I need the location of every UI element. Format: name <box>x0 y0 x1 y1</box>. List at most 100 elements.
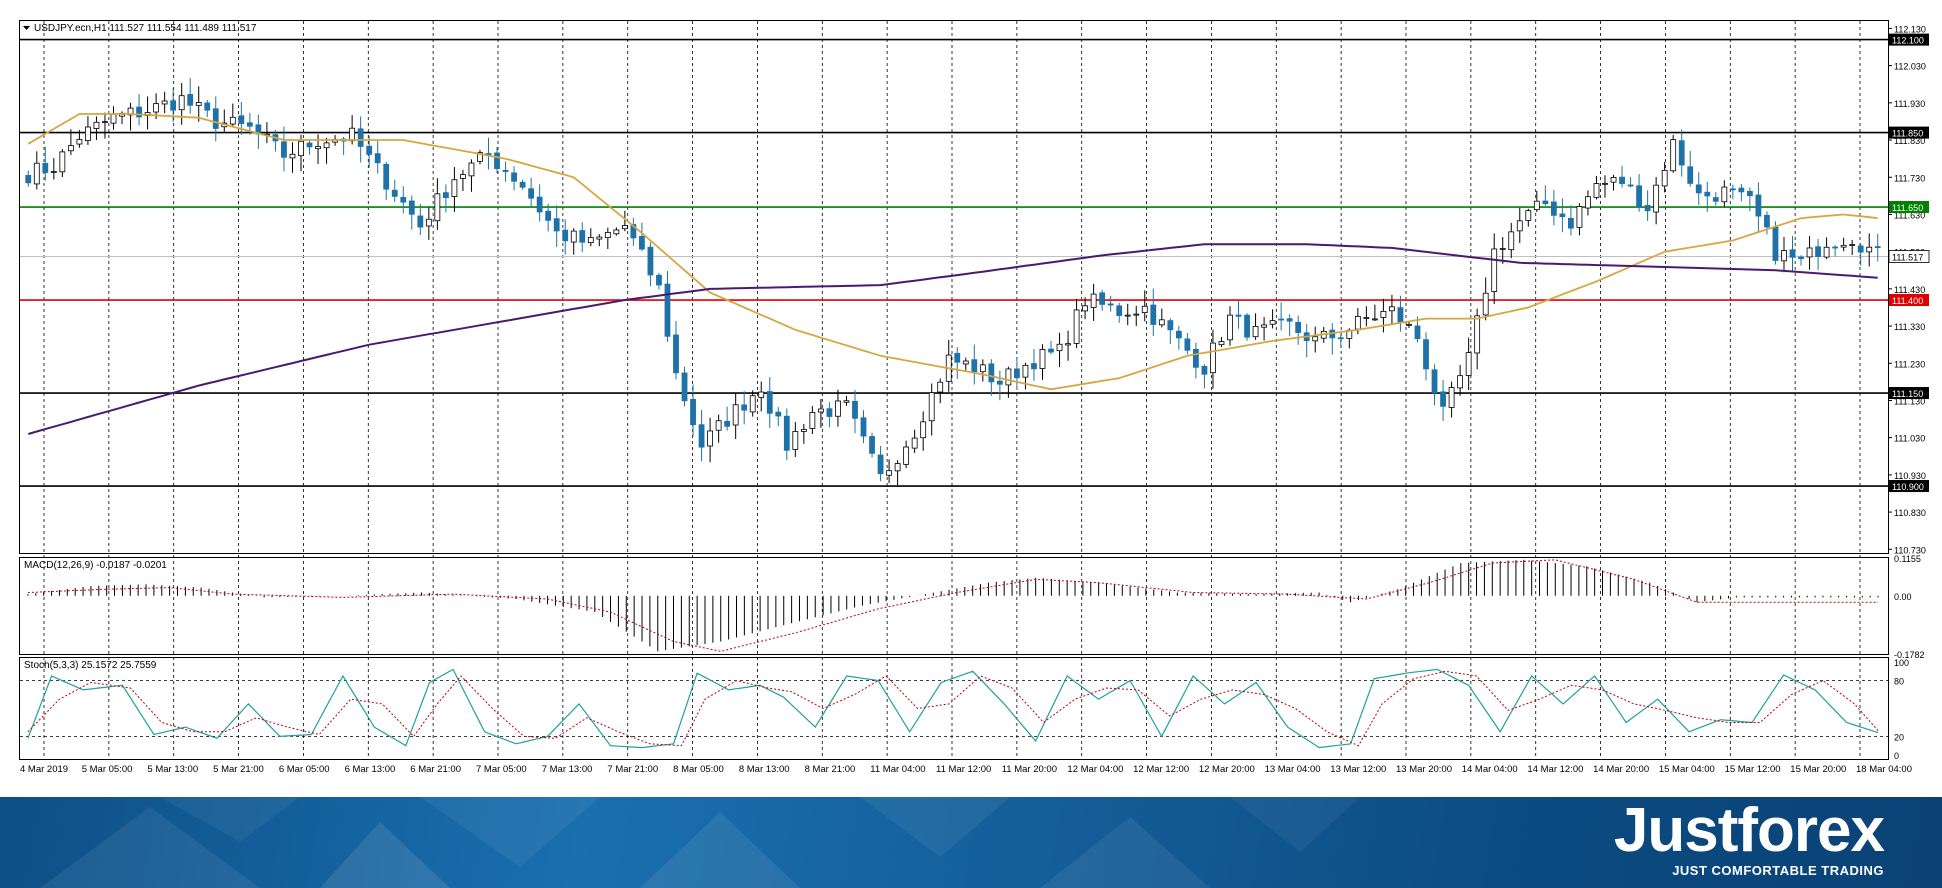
candle <box>136 93 142 126</box>
horizontal-levels <box>20 38 1888 487</box>
candle <box>783 408 790 461</box>
candle <box>1695 172 1702 205</box>
candle <box>1107 295 1114 312</box>
candle <box>877 446 884 482</box>
price-tick-label: 111.330 <box>1894 322 1925 332</box>
time-tick-label: 12 Mar 20:00 <box>1199 764 1255 775</box>
candle <box>1269 309 1276 329</box>
candle <box>1602 175 1608 198</box>
candle <box>477 149 483 165</box>
stochastic-panel <box>20 668 1888 749</box>
price-tick-label: 110.830 <box>1894 508 1926 518</box>
candle <box>1133 305 1140 327</box>
level-price-tag <box>1889 294 1929 307</box>
candle <box>434 178 441 231</box>
candle <box>281 126 287 172</box>
time-tick-label: 7 Mar 13:00 <box>542 764 593 775</box>
time-tick-label: 6 Mar 13:00 <box>345 764 396 775</box>
stoch-signal-line <box>27 670 1879 747</box>
stoch-tick-label: 20 <box>1894 732 1904 742</box>
candle <box>1798 255 1804 266</box>
candle <box>85 116 91 145</box>
candle <box>1729 184 1736 200</box>
candle <box>1099 289 1106 311</box>
candle <box>229 103 236 128</box>
candle <box>886 459 892 484</box>
candle <box>1363 306 1370 327</box>
time-tick-label: 13 Mar 12:00 <box>1330 764 1386 775</box>
candle <box>1065 330 1071 361</box>
candle <box>67 129 74 155</box>
candle <box>1764 211 1770 235</box>
candle <box>1048 340 1054 355</box>
candle <box>1389 294 1395 326</box>
candle <box>758 381 765 412</box>
candle <box>1670 134 1677 173</box>
candle <box>1218 337 1225 348</box>
candle <box>408 195 415 230</box>
candle <box>1482 277 1489 321</box>
candle <box>161 91 168 114</box>
time-tick-label: 11 Mar 12:00 <box>936 764 991 775</box>
candle <box>869 432 875 458</box>
brand-logo: Justforex JUST COMFORTABLE TRADING <box>1613 797 1885 878</box>
candle <box>425 207 432 240</box>
candle <box>741 391 748 425</box>
macd-panel <box>27 559 1879 652</box>
price-tick-label: 111.830 <box>1894 136 1925 146</box>
candle <box>76 130 83 148</box>
candle <box>639 222 645 252</box>
candle <box>1031 349 1037 381</box>
price-tick-label: 111.230 <box>1894 359 1925 369</box>
candle <box>979 359 986 382</box>
moving-averages <box>27 113 1878 435</box>
time-tick-label: 18 Mar 04:00 <box>1856 764 1912 775</box>
time-tick-label: 5 Mar 05:00 <box>82 764 133 775</box>
candle <box>621 210 628 232</box>
candle <box>1644 190 1651 221</box>
time-tick-label: 15 Mar 12:00 <box>1725 764 1781 775</box>
candle <box>792 421 799 457</box>
time-axis: 4 Mar 2019 5 Mar 05:00 5 Mar 13:00 5 Mar 21… <box>20 764 1912 775</box>
candle <box>835 389 841 427</box>
candle <box>400 186 407 214</box>
candle <box>1746 187 1753 212</box>
candle <box>417 203 424 235</box>
candle <box>1661 162 1668 193</box>
candle <box>519 179 526 190</box>
candle <box>1022 362 1029 390</box>
current-price-label: 111.517 <box>1892 252 1923 262</box>
time-grid <box>43 21 1861 759</box>
candle <box>809 406 816 435</box>
candle <box>579 222 586 253</box>
candle <box>1423 332 1429 381</box>
candle <box>928 383 935 436</box>
candle <box>1559 198 1566 233</box>
candle <box>1593 175 1600 200</box>
time-tick-label: 14 Mar 04:00 <box>1462 764 1518 775</box>
candle <box>613 227 620 236</box>
time-tick-label: 14 Mar 20:00 <box>1593 764 1649 775</box>
candle <box>724 406 731 431</box>
level-price-label: 112.100 <box>1892 36 1924 46</box>
candle <box>1627 177 1634 188</box>
level-price-tag <box>1889 480 1929 493</box>
level-price-label: 111.650 <box>1892 203 1923 213</box>
candle <box>1090 283 1097 321</box>
time-tick-label: 11 Mar 20:00 <box>1002 764 1057 775</box>
time-tick-label: 7 Mar 05:00 <box>476 764 527 775</box>
candle <box>817 398 824 428</box>
candle <box>1619 165 1625 188</box>
stoch-label: Stoch(5,3,3) 25.1572 25.7559 <box>24 660 157 671</box>
candle <box>1167 318 1174 345</box>
candle <box>903 440 910 469</box>
level-price-label: 111.850 <box>1892 129 1923 139</box>
brand-banner: Justforex JUST COMFORTABLE TRADING <box>0 797 1942 888</box>
collapse-triangle-icon[interactable] <box>23 26 30 30</box>
candle <box>1227 306 1233 346</box>
candle <box>1636 174 1642 212</box>
candle <box>1712 192 1719 206</box>
candle <box>766 376 773 429</box>
macd-tick-label: 0.1155 <box>1894 554 1921 564</box>
brand-name: Justforex <box>1613 797 1885 865</box>
